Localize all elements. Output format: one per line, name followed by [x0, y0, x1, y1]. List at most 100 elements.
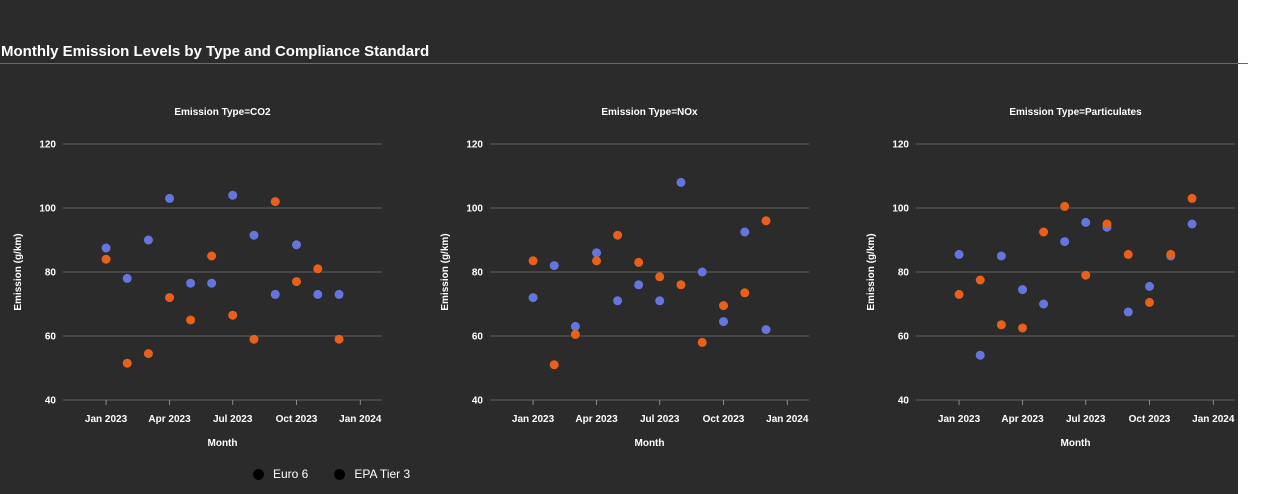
data-point-euro-6 — [1081, 217, 1091, 227]
data-point-epa-tier-3 — [143, 349, 153, 359]
title-divider — [0, 63, 1248, 64]
data-point-euro-6 — [228, 190, 238, 200]
data-point-euro-6 — [1018, 285, 1028, 295]
facet-title: Emission Type=CO2 — [174, 107, 271, 118]
data-point-epa-tier-3 — [996, 320, 1006, 330]
data-point-euro-6 — [1039, 299, 1049, 309]
y-tick-label: 100 — [466, 204, 483, 215]
x-tick-label: Jan 2024 — [766, 414, 809, 425]
data-point-epa-tier-3 — [634, 257, 644, 267]
data-point-epa-tier-3 — [1145, 297, 1155, 307]
data-point-epa-tier-3 — [975, 275, 985, 285]
data-point-euro-6 — [592, 248, 602, 258]
data-point-epa-tier-3 — [270, 197, 280, 207]
data-point-euro-6 — [122, 273, 132, 283]
data-point-euro-6 — [954, 249, 964, 259]
y-tick-label: 80 — [472, 268, 484, 279]
data-point-euro-6 — [186, 278, 196, 288]
legend-marker-icon — [253, 468, 264, 480]
y-tick-label: 40 — [472, 396, 484, 407]
data-point-epa-tier-3 — [549, 360, 559, 370]
x-tick-label: Oct 2023 — [1129, 414, 1171, 425]
legend-label: Euro 6 — [273, 467, 309, 481]
data-point-epa-tier-3 — [186, 315, 196, 325]
data-point-epa-tier-3 — [165, 293, 175, 303]
x-tick-label: Jan 2024 — [1192, 414, 1235, 425]
data-point-euro-6 — [1145, 281, 1155, 291]
data-point-epa-tier-3 — [1018, 323, 1028, 333]
y-tick-label: 40 — [45, 396, 57, 407]
data-point-euro-6 — [613, 296, 623, 306]
data-point-euro-6 — [1123, 307, 1133, 317]
data-point-epa-tier-3 — [676, 280, 686, 290]
x-tick-label: Jan 2023 — [85, 414, 128, 425]
legend-item-euro-6[interactable]: Euro 6 — [253, 467, 308, 481]
data-point-euro-6 — [655, 296, 665, 306]
data-point-euro-6 — [761, 325, 771, 335]
data-point-epa-tier-3 — [1123, 249, 1133, 259]
y-tick-label: 60 — [45, 332, 57, 343]
data-point-euro-6 — [549, 261, 559, 271]
data-point-epa-tier-3 — [1081, 270, 1091, 280]
y-tick-label: 80 — [45, 268, 57, 279]
x-tick-label: Oct 2023 — [703, 414, 745, 425]
data-point-euro-6 — [996, 251, 1006, 261]
x-tick-label: Jan 2023 — [938, 414, 981, 425]
data-point-euro-6 — [634, 280, 644, 290]
data-point-epa-tier-3 — [292, 277, 302, 287]
y-axis-label: Emission (g/km) — [866, 233, 877, 310]
x-tick-label: Oct 2023 — [276, 414, 318, 425]
chart-title: Monthly Emission Levels by Type and Comp… — [1, 43, 430, 60]
data-point-epa-tier-3 — [761, 216, 771, 226]
legend-label: EPA Tier 3 — [354, 467, 411, 481]
data-point-epa-tier-3 — [101, 254, 111, 264]
x-axis-label: Month — [1061, 438, 1091, 449]
data-point-epa-tier-3 — [740, 288, 750, 298]
x-axis-label: Month — [635, 438, 665, 449]
data-point-epa-tier-3 — [570, 329, 580, 339]
x-tick-label: Apr 2023 — [148, 414, 191, 425]
data-point-epa-tier-3 — [334, 334, 344, 344]
data-point-epa-tier-3 — [1166, 249, 1176, 259]
y-tick-label: 100 — [892, 204, 909, 215]
x-tick-label: Jul 2023 — [1066, 414, 1106, 425]
data-point-euro-6 — [165, 193, 175, 203]
data-point-epa-tier-3 — [592, 256, 602, 266]
y-tick-label: 120 — [892, 140, 909, 151]
facet-title: Emission Type=NOx — [601, 107, 698, 118]
data-point-epa-tier-3 — [249, 334, 259, 344]
x-tick-label: Apr 2023 — [575, 414, 618, 425]
data-point-euro-6 — [101, 243, 111, 253]
data-point-epa-tier-3 — [228, 310, 238, 320]
y-tick-label: 60 — [898, 332, 910, 343]
data-point-epa-tier-3 — [1102, 219, 1112, 229]
data-point-epa-tier-3 — [613, 230, 623, 240]
data-point-euro-6 — [270, 289, 280, 299]
legend: Euro 6 EPA Tier 3 — [253, 467, 410, 481]
chart-panel: Monthly Emission Levels by Type and Comp… — [0, 0, 1248, 494]
x-tick-label: Jan 2024 — [339, 414, 382, 425]
data-point-euro-6 — [975, 350, 985, 360]
data-point-epa-tier-3 — [528, 256, 538, 266]
legend-item-epa-tier-3[interactable]: EPA Tier 3 — [334, 467, 410, 481]
x-tick-label: Jul 2023 — [640, 414, 680, 425]
data-point-euro-6 — [740, 227, 750, 237]
y-tick-label: 60 — [472, 332, 484, 343]
data-point-euro-6 — [249, 230, 259, 240]
x-tick-label: Jul 2023 — [213, 414, 253, 425]
data-point-euro-6 — [143, 235, 153, 245]
data-point-epa-tier-3 — [313, 264, 323, 274]
data-point-epa-tier-3 — [1039, 227, 1049, 237]
data-point-euro-6 — [719, 317, 729, 327]
data-point-euro-6 — [676, 177, 686, 187]
data-point-epa-tier-3 — [1187, 193, 1197, 203]
data-point-euro-6 — [1060, 237, 1070, 247]
data-point-epa-tier-3 — [719, 301, 729, 311]
data-point-euro-6 — [207, 278, 217, 288]
data-point-euro-6 — [697, 267, 707, 277]
legend-marker-icon — [334, 468, 346, 480]
y-tick-label: 100 — [39, 204, 56, 215]
y-tick-label: 40 — [898, 396, 910, 407]
data-point-euro-6 — [292, 240, 302, 250]
x-tick-label: Jan 2023 — [512, 414, 555, 425]
